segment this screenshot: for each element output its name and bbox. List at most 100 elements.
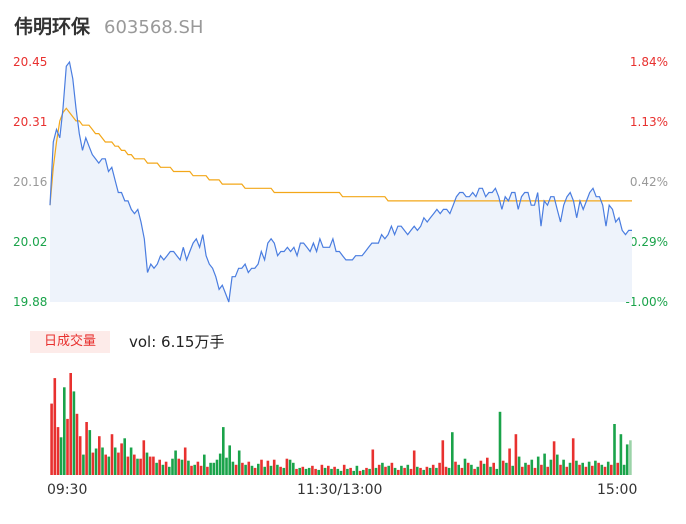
volume-bar (365, 467, 368, 475)
volume-bar (431, 464, 435, 475)
volume-bar (552, 441, 556, 475)
volume-bar (362, 469, 365, 475)
volume-bar (212, 462, 216, 475)
volume-badge: 日成交量 (30, 331, 110, 353)
volume-plot (50, 373, 632, 475)
volume-bar (546, 466, 549, 475)
volume-bar (527, 464, 530, 475)
volume-bar (629, 440, 632, 475)
volume-bar (78, 436, 82, 475)
volume-bar (69, 373, 72, 475)
volume-bar (263, 466, 266, 475)
volume-bar (549, 459, 553, 475)
volume-bar (126, 456, 130, 475)
volume-bar (183, 447, 187, 475)
volume-bar (473, 468, 476, 475)
volume-bar (193, 464, 196, 475)
volume-bar (307, 467, 311, 475)
volume-bar (565, 466, 569, 475)
volume-bar (231, 461, 235, 475)
volume-bar (521, 466, 524, 475)
volume-bar (228, 445, 231, 475)
volume-bar (218, 453, 222, 475)
pct-tick-label: 0.42% (629, 175, 668, 189)
volume-bar (368, 468, 371, 475)
volume-bar (237, 450, 241, 475)
volume-bar (117, 452, 120, 475)
volume-bar (158, 459, 161, 475)
volume-bar (543, 453, 546, 475)
volume-bar (209, 462, 212, 475)
volume-bar (88, 430, 92, 475)
volume-bar (479, 460, 483, 475)
volume-bar (501, 460, 505, 475)
stock-header: 伟明环保 603568.SH (14, 12, 203, 40)
volume-bar (591, 465, 594, 475)
volume-bar (314, 468, 317, 475)
volume-bar (107, 456, 111, 475)
volume-bar (409, 468, 413, 475)
volume-bar (530, 459, 534, 475)
volume-bar (247, 461, 251, 475)
volume-bar (272, 459, 276, 475)
volume-bar (215, 459, 219, 475)
volume-bar (441, 440, 445, 475)
volume-bar (466, 462, 470, 475)
volume-bar (416, 466, 419, 475)
volume-bar (422, 469, 425, 475)
volume-bar (435, 467, 438, 475)
volume-bar (460, 467, 464, 475)
volume-bar (571, 438, 575, 475)
volume-bar (59, 437, 63, 475)
volume-bar (285, 458, 289, 475)
volume-bar (53, 378, 57, 475)
volume-bar (536, 456, 540, 475)
volume-bar (384, 466, 387, 475)
volume-bar (336, 468, 340, 475)
volume-bar (613, 424, 616, 475)
volume-bar (133, 454, 136, 475)
volume-bar (524, 462, 527, 475)
volume-bar (177, 458, 181, 475)
volume-bar (222, 427, 225, 475)
volume-bar (327, 465, 330, 475)
volume-bar (276, 464, 279, 475)
volume-bar (603, 466, 607, 475)
volume-bar (587, 461, 591, 475)
volume-bar (406, 464, 410, 475)
volume-bar (168, 466, 171, 475)
price-tick-label: 20.16 (13, 175, 48, 189)
volume-bar (393, 467, 397, 475)
volume-bar (82, 454, 85, 475)
volume-bar (346, 468, 349, 475)
volume-bar (486, 457, 489, 475)
volume-bar (438, 462, 441, 475)
volume-bar (269, 465, 273, 475)
volume-bar (451, 432, 454, 475)
volume-bar (148, 456, 152, 475)
volume-bar (619, 434, 623, 475)
volume-bar (241, 462, 244, 475)
volume-bar (492, 462, 495, 475)
volume-bar (625, 444, 629, 475)
volume-bar (514, 434, 518, 475)
volume-bar (533, 467, 537, 475)
average-price-line (49, 107, 632, 206)
volume-bar (304, 468, 308, 475)
volume-bar (279, 466, 282, 475)
volume-bar (444, 466, 448, 475)
volume-bar (288, 459, 292, 475)
volume-bar (113, 447, 117, 475)
volume-bar (498, 411, 502, 475)
volume-bar (142, 440, 146, 475)
volume-bar (129, 447, 133, 475)
volume-bar (85, 422, 88, 475)
volume-bar (489, 466, 492, 475)
volume-bar (155, 462, 158, 475)
volume-bar (352, 470, 355, 475)
volume-bar (320, 464, 324, 475)
volume-bar (371, 449, 375, 475)
volume-bar (136, 458, 139, 475)
volume-bar (495, 468, 499, 475)
